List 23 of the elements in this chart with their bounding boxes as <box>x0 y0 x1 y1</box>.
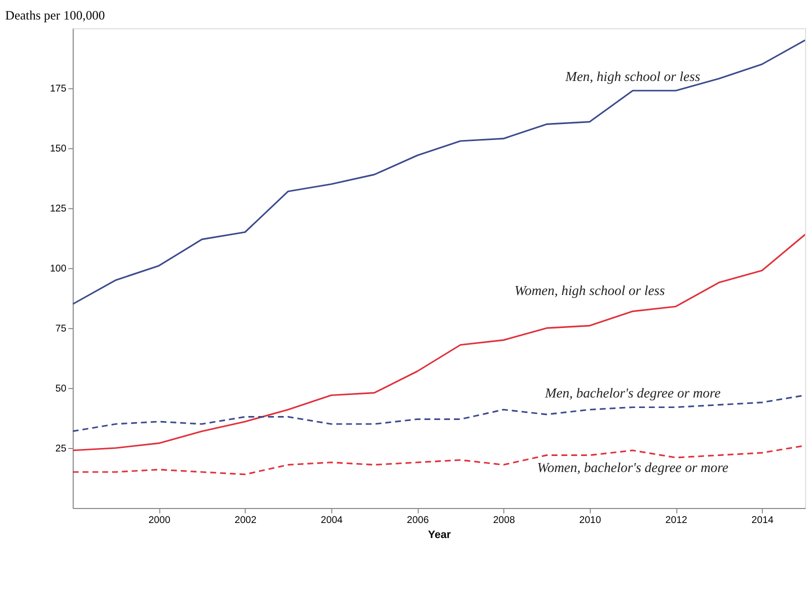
line-series <box>72 234 806 452</box>
series-label: Women, bachelor's degree or more <box>537 460 728 476</box>
y-tick-label: 150 <box>50 144 67 155</box>
x-tick-label: 2000 <box>148 515 171 526</box>
y-tick-label: 25 <box>55 443 67 454</box>
line-series <box>72 39 806 305</box>
y-tick-label: 100 <box>50 264 67 275</box>
x-tick-label: 2002 <box>234 515 256 526</box>
x-tick-label: 2008 <box>493 515 516 526</box>
x-axis-title: Year <box>428 528 452 541</box>
x-tick-label: 2014 <box>752 515 774 526</box>
series-label: Women, high school or less <box>514 283 665 298</box>
x-tick-label: 2004 <box>320 515 344 526</box>
y-tick-label: 50 <box>55 383 67 394</box>
series-label: Men, bachelor's degree or more <box>544 385 721 400</box>
y-axis-title: Deaths per 100,000 <box>5 8 105 22</box>
x-tick-label: 2010 <box>579 515 602 526</box>
x-tick-label: 2012 <box>665 515 688 526</box>
x-tick-label: 2006 <box>406 515 430 526</box>
y-tick-label: 175 <box>50 84 67 95</box>
series-label: Men, high school or less <box>564 68 700 84</box>
y-tick-label: 125 <box>50 204 67 215</box>
y-tick-label: 75 <box>55 324 67 335</box>
